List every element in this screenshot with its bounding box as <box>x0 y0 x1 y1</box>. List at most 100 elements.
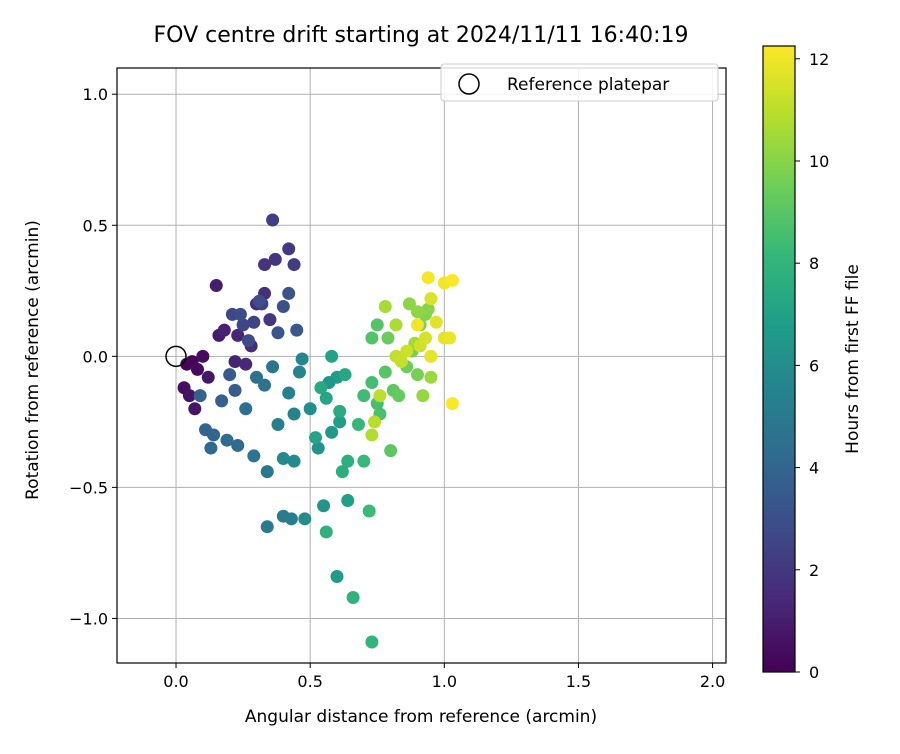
data-point <box>373 389 387 403</box>
data-point <box>368 415 382 429</box>
data-point <box>252 294 266 308</box>
data-point <box>236 318 250 332</box>
data-point <box>207 428 221 442</box>
data-point <box>223 368 237 382</box>
y-axis-label: Rotation from reference (arcmin) <box>23 220 43 500</box>
colorbar: 0 2 4 6 8 10 12 Hours from first FF file <box>762 45 863 682</box>
data-point <box>266 360 280 374</box>
data-point <box>193 389 207 403</box>
data-point <box>188 402 202 416</box>
data-point <box>209 279 223 293</box>
data-point <box>357 454 371 468</box>
data-point <box>365 428 379 442</box>
data-point <box>370 318 384 332</box>
data-point <box>419 331 433 345</box>
data-point <box>381 331 395 345</box>
data-point <box>287 407 301 421</box>
legend: Reference platepar <box>440 63 719 102</box>
y-tick-label: −1.0 <box>69 609 108 628</box>
data-point <box>338 368 352 382</box>
colorbar-tick-label: 10 <box>809 152 829 171</box>
data-point <box>276 300 290 314</box>
data-point <box>247 449 261 463</box>
data-point <box>416 389 430 403</box>
scatter-points <box>165 213 459 649</box>
y-tick-label: 0.5 <box>83 216 108 235</box>
data-point <box>421 271 435 285</box>
data-point <box>325 425 339 439</box>
data-point <box>325 349 339 363</box>
data-point <box>333 404 347 418</box>
data-point <box>424 349 438 363</box>
data-point <box>330 570 344 584</box>
data-point <box>250 370 264 384</box>
data-point <box>309 431 323 445</box>
plot-frame <box>116 67 727 664</box>
legend-box <box>440 63 719 102</box>
data-point <box>231 438 245 452</box>
colorbar-tick-label: 0 <box>809 663 819 682</box>
data-point <box>295 352 309 366</box>
data-point <box>284 512 298 526</box>
x-axis-label: Angular distance from reference (arcmin) <box>245 707 597 727</box>
data-point <box>410 368 424 382</box>
data-point <box>402 297 416 311</box>
data-point <box>260 465 274 479</box>
data-point <box>196 349 210 363</box>
data-point <box>276 452 290 466</box>
chart-title: FOV centre drift starting at 2024/11/11 … <box>154 23 689 48</box>
reference-marker <box>165 345 187 368</box>
data-point <box>443 331 457 345</box>
data-point <box>268 252 282 266</box>
data-point <box>303 402 317 416</box>
data-point <box>292 365 306 379</box>
data-point <box>215 394 229 408</box>
colorbar-label: Hours from first FF file <box>843 264 863 454</box>
data-point <box>346 590 360 604</box>
axes: 0.0 0.5 1.0 1.5 2.0 −1.0 −0.5 0.0 0.5 1.0 <box>69 67 727 691</box>
data-point <box>231 328 245 342</box>
data-point <box>233 307 247 321</box>
legend-marker-icon <box>458 73 480 95</box>
data-point <box>314 381 328 395</box>
colorbar-tick-label: 6 <box>809 356 819 375</box>
data-point <box>365 331 379 345</box>
data-point <box>271 326 285 340</box>
data-point <box>362 504 376 518</box>
data-point <box>201 370 215 384</box>
data-point <box>260 520 274 534</box>
data-point <box>333 415 347 429</box>
x-tick-label: 1.5 <box>566 672 591 691</box>
data-point <box>239 357 253 371</box>
data-point <box>357 389 371 403</box>
data-point <box>378 300 392 314</box>
data-point <box>378 365 392 379</box>
data-point <box>190 362 204 376</box>
colorbar-tick-label: 12 <box>809 50 829 69</box>
data-point <box>282 242 296 256</box>
data-point <box>263 313 277 327</box>
data-point <box>410 305 424 319</box>
data-point <box>392 389 406 403</box>
data-point <box>317 499 331 513</box>
data-point <box>217 323 231 337</box>
x-tick-label: 0.0 <box>163 672 188 691</box>
y-tick-label: 0.0 <box>83 347 108 366</box>
data-point <box>394 355 408 369</box>
data-point <box>228 355 242 369</box>
data-point <box>400 344 414 358</box>
data-point <box>228 383 242 397</box>
data-point <box>389 318 403 332</box>
data-point <box>341 454 355 468</box>
data-point <box>220 433 234 447</box>
data-point <box>335 465 349 479</box>
data-point <box>311 441 325 455</box>
data-point <box>258 378 272 392</box>
data-point <box>410 318 424 332</box>
data-point <box>424 292 438 306</box>
colorbar-tick-label: 8 <box>809 254 819 273</box>
data-point <box>421 302 435 316</box>
data-point <box>319 391 333 405</box>
data-point <box>319 525 333 539</box>
